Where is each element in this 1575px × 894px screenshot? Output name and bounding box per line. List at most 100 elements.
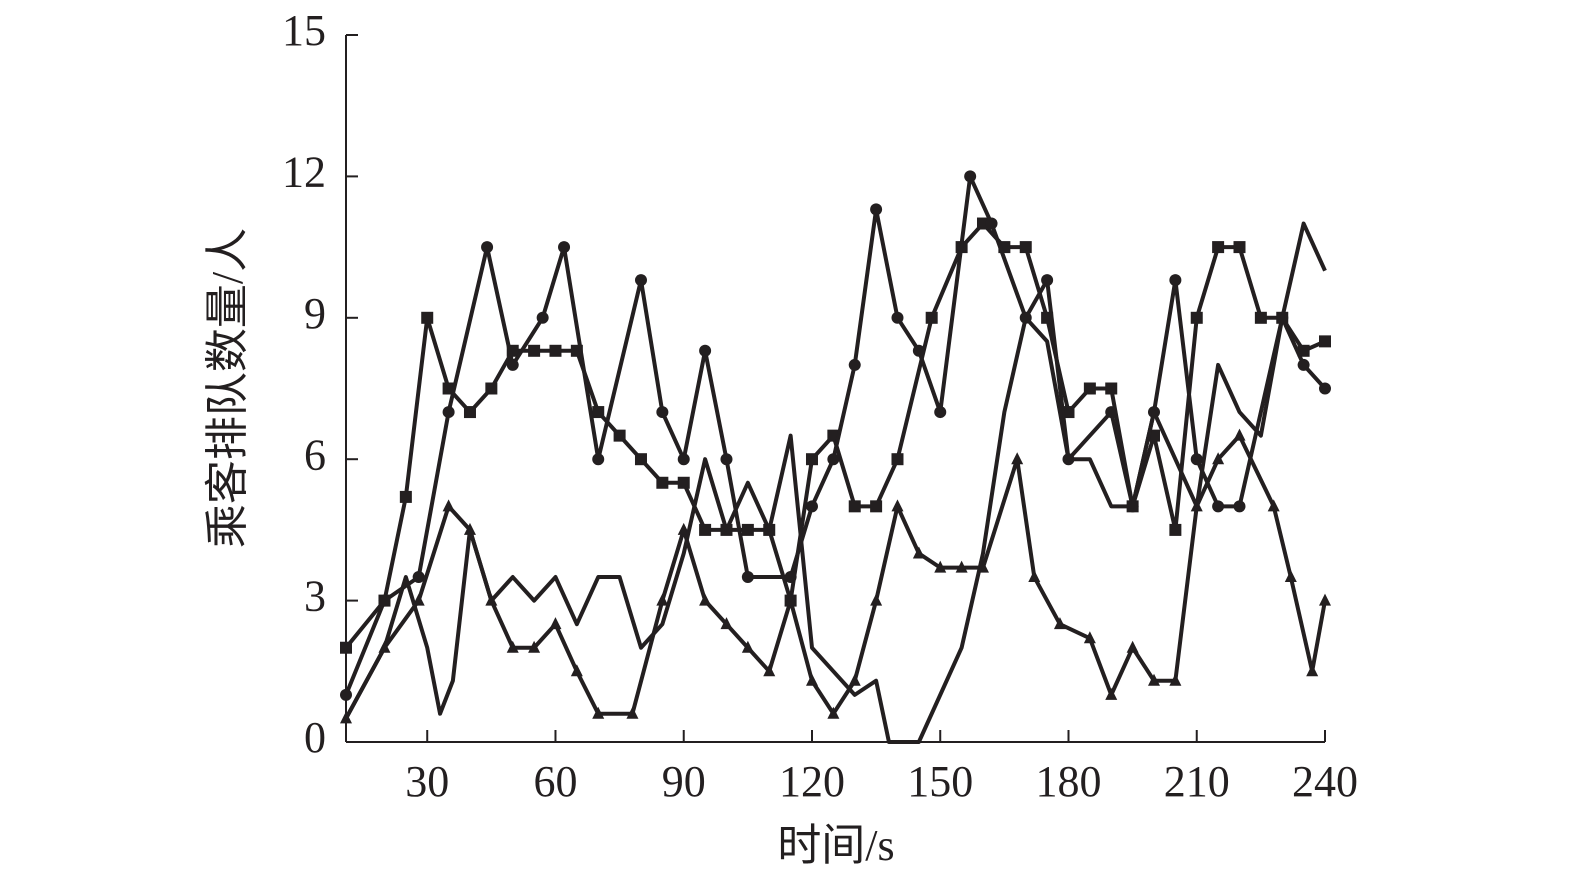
marker <box>763 664 776 677</box>
marker <box>870 500 883 513</box>
marker <box>1019 241 1032 254</box>
marker <box>558 241 571 254</box>
marker <box>1105 687 1118 700</box>
marker <box>805 500 818 513</box>
marker <box>1306 664 1319 677</box>
marker <box>412 571 425 584</box>
marker <box>592 406 605 419</box>
marker <box>442 406 455 419</box>
marker <box>1284 570 1297 583</box>
marker <box>1233 241 1246 254</box>
marker <box>699 593 712 606</box>
marker <box>399 490 412 503</box>
marker <box>741 571 754 584</box>
marker <box>1190 311 1203 324</box>
y-tick-label: 0 <box>304 713 326 762</box>
marker <box>1126 640 1139 653</box>
marker <box>549 617 562 630</box>
marker <box>1233 500 1246 513</box>
marker <box>485 382 498 395</box>
marker <box>848 673 861 686</box>
marker <box>340 641 352 654</box>
marker <box>656 593 669 606</box>
y-axis-label: 乘客排队数量/人 <box>203 228 252 548</box>
marker <box>1169 523 1182 536</box>
marker <box>1105 382 1118 395</box>
marker <box>925 311 938 324</box>
marker <box>870 593 883 606</box>
marker <box>912 546 925 559</box>
marker <box>626 706 639 719</box>
marker <box>442 499 455 512</box>
marker <box>741 523 754 536</box>
marker <box>1254 311 1267 324</box>
marker <box>528 640 541 653</box>
marker <box>1169 673 1182 686</box>
x-tick-label: 30 <box>405 757 449 806</box>
marker <box>827 706 840 719</box>
x-tick-label: 180 <box>1035 757 1101 806</box>
marker <box>784 571 797 584</box>
marker <box>549 344 562 357</box>
marker <box>506 358 519 371</box>
marker <box>720 453 733 466</box>
marker <box>720 617 733 630</box>
marker <box>699 523 712 536</box>
marker <box>955 560 968 573</box>
marker <box>934 560 947 573</box>
marker <box>1083 382 1096 395</box>
marker <box>340 688 352 701</box>
marker <box>677 453 690 466</box>
marker <box>1041 274 1054 287</box>
marker <box>870 203 883 216</box>
series-line <box>344 174 1327 696</box>
y-tick-label: 3 <box>304 572 326 621</box>
marker <box>677 476 690 489</box>
marker <box>1028 570 1041 583</box>
marker <box>528 344 541 357</box>
marker <box>1105 406 1118 419</box>
marker <box>1083 631 1096 644</box>
marker <box>805 673 818 686</box>
marker <box>1319 335 1331 348</box>
series-line <box>344 221 1327 744</box>
x-tick-label: 210 <box>1164 757 1230 806</box>
marker <box>976 217 989 230</box>
marker <box>891 499 904 512</box>
marker <box>536 311 549 324</box>
marker <box>412 593 425 606</box>
marker <box>506 640 519 653</box>
marker <box>1062 406 1075 419</box>
marker <box>1297 358 1310 371</box>
marker <box>1319 382 1331 395</box>
marker <box>741 640 754 653</box>
x-tick-label: 90 <box>662 757 706 806</box>
x-tick-label: 60 <box>533 757 577 806</box>
marker <box>421 311 434 324</box>
marker <box>592 453 605 466</box>
marker <box>964 170 977 183</box>
marker <box>848 358 861 371</box>
marker <box>985 217 998 230</box>
marker <box>613 429 626 442</box>
x-axis-label: 时间/s <box>777 821 894 870</box>
y-tick-label: 6 <box>304 430 326 479</box>
marker <box>481 241 494 254</box>
marker <box>1319 593 1331 606</box>
marker <box>1267 499 1280 512</box>
marker <box>656 406 669 419</box>
marker <box>1053 617 1066 630</box>
marker <box>934 406 947 419</box>
marker <box>463 406 476 419</box>
marker <box>891 311 904 324</box>
marker <box>891 453 904 466</box>
y-tick-label: 9 <box>304 289 326 338</box>
marker <box>656 476 669 489</box>
y-tick-label: 15 <box>282 6 326 55</box>
y-tick-label: 12 <box>282 147 326 196</box>
x-tick-label: 150 <box>907 757 973 806</box>
marker <box>592 706 605 719</box>
marker <box>699 344 712 357</box>
marker <box>1212 500 1225 513</box>
